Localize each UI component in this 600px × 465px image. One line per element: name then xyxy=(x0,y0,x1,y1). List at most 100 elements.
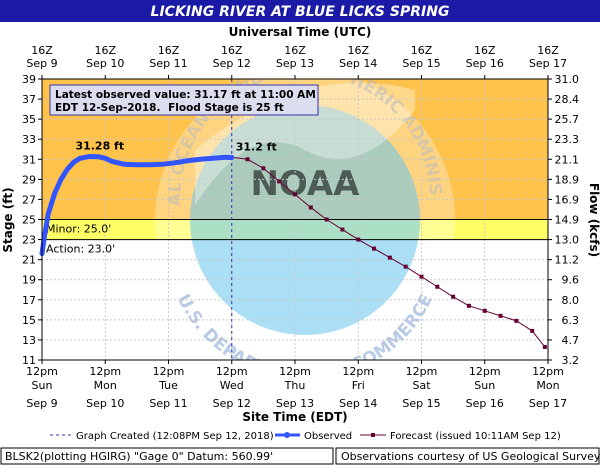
forecast-point-15 xyxy=(466,303,471,308)
forecast-point-18 xyxy=(514,318,519,323)
top-tick-time-0: 16Z xyxy=(31,44,53,57)
top-tick-time-2: 16Z xyxy=(158,44,180,57)
forecast-point-13 xyxy=(435,284,440,289)
top-tick-date-8: Sep 17 xyxy=(529,57,567,70)
right-axis-title: Flow (kcfs) xyxy=(587,183,600,257)
observed-line xyxy=(39,153,235,257)
bottom-tick-time-6: 12pm xyxy=(406,365,438,378)
legend: Graph Created (12:08PM Sep 12, 2018) Obs… xyxy=(50,431,561,442)
left-tick-label-1: 13 xyxy=(22,334,36,347)
right-tick-label-13: 28.4 xyxy=(555,93,580,106)
footer-right-text: Observations courtesy of US Geological S… xyxy=(341,450,600,463)
bottom-tick-day-6: Sat xyxy=(412,379,431,392)
right-tick-label-0: 3.2 xyxy=(562,354,580,367)
footer-left-text: BLSK2(plotting HGIRG) "Gage 0" Datum: 56… xyxy=(5,450,273,463)
left-tick-label-6: 23 xyxy=(22,234,36,247)
forecast-point-17 xyxy=(498,313,503,318)
right-tick-label-3: 8.0 xyxy=(562,294,580,307)
left-tick-label-0: 11 xyxy=(22,354,36,367)
left-axis-title: Stage (ft) xyxy=(1,187,15,252)
top-tick-date-1: Sep 10 xyxy=(86,57,124,70)
top-tick-date-3: Sep 12 xyxy=(213,57,251,70)
forecast-point-9 xyxy=(372,246,377,251)
bottom-tick-time-1: 12pm xyxy=(89,365,121,378)
right-tick-label-5: 11.2 xyxy=(555,254,580,267)
top-tick-time-1: 16Z xyxy=(94,44,116,57)
top-tick-time-3: 16Z xyxy=(221,44,243,57)
bottom-tick-time-8: 12pm xyxy=(532,365,564,378)
forecast-point-20 xyxy=(542,344,547,349)
forecast-point-11 xyxy=(403,264,408,269)
legend-observed-marker xyxy=(284,432,290,438)
left-tick-label-9: 29 xyxy=(22,173,36,186)
bottom-tick-time-2: 12pm xyxy=(153,365,185,378)
forecast-point-5 xyxy=(308,205,313,210)
top-tick-date-0: Sep 9 xyxy=(26,57,57,70)
footer: BLSK2(plotting HGIRG) "Gage 0" Datum: 56… xyxy=(0,447,600,465)
left-tick-label-11: 33 xyxy=(22,133,36,146)
top-tick-time-5: 16Z xyxy=(347,44,369,57)
latest-observed-line1: Latest observed value: 31.17 ft at 11:00… xyxy=(55,89,316,101)
bottom-tick-date-3: Sep 12 xyxy=(213,397,251,410)
legend-forecast-label: Forecast (issued 10:11AM Sep 12) xyxy=(390,431,561,442)
forecast-point-19 xyxy=(530,328,535,333)
bottom-tick-time-0: 12pm xyxy=(26,365,58,378)
bottom-tick-time-3: 12pm xyxy=(216,365,248,378)
bottom-tick-day-5: Fri xyxy=(352,379,365,392)
left-tick-label-10: 31 xyxy=(22,153,36,166)
info-box-background xyxy=(49,84,319,116)
forecast-point-6 xyxy=(324,217,329,222)
right-tick-label-6: 13.0 xyxy=(555,234,580,247)
forecast-point-1 xyxy=(245,157,250,162)
right-tick-label-11: 23.3 xyxy=(555,133,580,146)
bottom-tick-day-2: Tue xyxy=(158,379,178,392)
top-axis-title: Universal Time (UTC) xyxy=(229,25,372,39)
top-tick-time-7: 16Z xyxy=(474,44,496,57)
title-bar xyxy=(0,0,600,22)
forecast-point-2 xyxy=(261,166,266,171)
top-tick-time-4: 16Z xyxy=(284,44,306,57)
footer-left-box xyxy=(0,447,334,465)
legend-observed-label: Observed xyxy=(304,431,352,442)
forecast-point-10 xyxy=(387,255,392,260)
left-tick-label-12: 35 xyxy=(22,113,36,126)
left-tick-label-2: 15 xyxy=(22,314,36,327)
left-tick-label-8: 27 xyxy=(22,193,36,206)
top-tick-date-6: Sep 15 xyxy=(402,57,440,70)
flood-stage-text: Flood Stage is 25 ft xyxy=(168,102,284,114)
bottom-tick-date-2: Sep 11 xyxy=(149,397,187,410)
bottom-tick-date-8: Sep 17 xyxy=(529,397,567,410)
chart-title: LICKING RIVER AT BLUE LICKS SPRING xyxy=(151,4,450,20)
forecast-point-7 xyxy=(340,227,345,232)
bottom-tick-day-1: Mon xyxy=(94,379,117,392)
axis-ticks: 11 3.2 13 4.7 15 6.3 17 8.0 19 9.6 21 11.2 23 13.0 25 1… xyxy=(22,44,579,410)
bottom-tick-time-4: 12pm xyxy=(279,365,311,378)
bottom-tick-date-4: Sep 13 xyxy=(276,397,314,410)
right-tick-label-10: 21.1 xyxy=(555,153,580,166)
threshold-label-0: Minor: 25.0' xyxy=(46,223,111,236)
forecast-point-14 xyxy=(451,294,456,299)
latest-observed-box: Latest observed value: 31.17 ft at 11:00… xyxy=(49,84,319,116)
bottom-tick-day-7: Sun xyxy=(474,379,495,392)
bottom-tick-date-1: Sep 10 xyxy=(86,397,124,410)
left-tick-label-13: 37 xyxy=(22,93,36,106)
top-tick-time-8: 16Z xyxy=(537,44,559,57)
bottom-tick-date-0: Sep 9 xyxy=(26,397,57,410)
right-tick-label-8: 16.9 xyxy=(555,193,580,206)
plot-area: NOAA NATIONAL OCEANIC AND ATMOSPHERIC AD… xyxy=(39,78,549,361)
forecast-point-3 xyxy=(277,179,282,184)
latest-observed-date: EDT 12-Sep-2018. xyxy=(55,102,160,114)
bottom-tick-date-6: Sep 15 xyxy=(402,397,440,410)
left-tick-label-5: 21 xyxy=(22,254,36,267)
bottom-tick-day-3: Wed xyxy=(220,379,244,392)
top-tick-date-4: Sep 13 xyxy=(276,57,314,70)
bottom-tick-day-0: Sun xyxy=(32,379,53,392)
watermark-center-text: NOAA xyxy=(250,164,360,204)
right-tick-label-1: 4.7 xyxy=(562,334,580,347)
left-tick-label-7: 25 xyxy=(22,214,36,227)
left-tick-label-14: 39 xyxy=(22,73,36,86)
right-tick-label-14: 31.0 xyxy=(555,73,580,86)
forecast-point-12 xyxy=(419,274,424,279)
top-tick-date-2: Sep 11 xyxy=(149,57,187,70)
